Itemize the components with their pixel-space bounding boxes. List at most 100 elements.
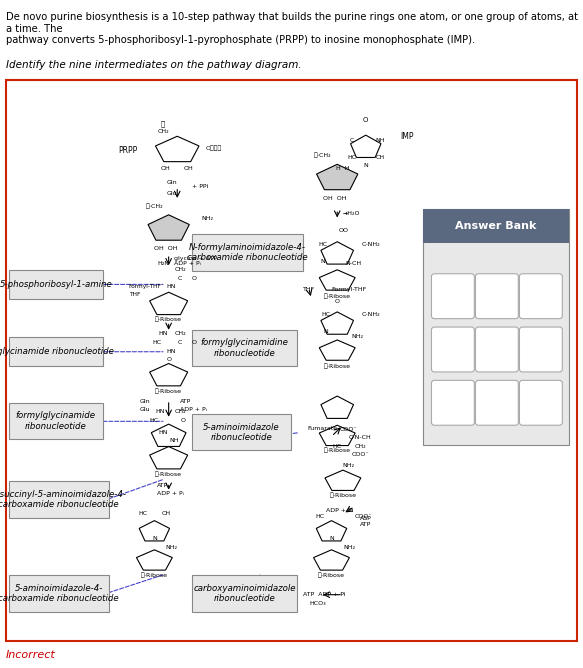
Text: formylglycinamide
ribonucleotide: formylglycinamide ribonucleotide — [16, 411, 96, 431]
Text: Gln: Gln — [166, 180, 177, 185]
FancyBboxPatch shape — [9, 482, 108, 518]
Text: 5-phosphoribosyl-1-amine: 5-phosphoribosyl-1-amine — [0, 280, 112, 289]
Polygon shape — [317, 164, 358, 190]
Text: Ⓟ-Ribose: Ⓟ-Ribose — [324, 448, 351, 453]
FancyBboxPatch shape — [476, 274, 518, 319]
Text: Ⓟ-Ribose: Ⓟ-Ribose — [324, 293, 351, 299]
Text: C: C — [178, 277, 182, 281]
Text: N-succinyl-5-aminoimidazole-4-
carboxamide ribonucleotide: N-succinyl-5-aminoimidazole-4- carboxami… — [0, 490, 127, 509]
Text: HC: HC — [153, 340, 162, 345]
Text: ATP: ATP — [360, 522, 371, 527]
Text: ADP + Pᵢ: ADP + Pᵢ — [157, 492, 184, 496]
FancyBboxPatch shape — [423, 209, 568, 243]
FancyBboxPatch shape — [431, 274, 475, 319]
Text: C: C — [349, 138, 354, 143]
FancyBboxPatch shape — [9, 575, 108, 611]
FancyBboxPatch shape — [191, 330, 297, 366]
Text: Ⓟ: Ⓟ — [161, 120, 165, 127]
FancyBboxPatch shape — [519, 380, 563, 426]
Text: Ⓟ-Ribose: Ⓟ-Ribose — [329, 492, 356, 498]
Text: Ⓟ-Ribose: Ⓟ-Ribose — [155, 471, 182, 477]
Text: ADP + Pᵢ: ADP + Pᵢ — [174, 261, 201, 267]
Text: Incorrect: Incorrect — [6, 650, 55, 659]
Text: Glu: Glu — [166, 191, 177, 196]
FancyBboxPatch shape — [191, 234, 303, 271]
FancyBboxPatch shape — [9, 270, 103, 299]
FancyBboxPatch shape — [476, 327, 518, 372]
Text: CH₂: CH₂ — [157, 130, 168, 134]
Text: glycine + ATP: glycine + ATP — [174, 256, 217, 261]
Text: NH₂: NH₂ — [202, 216, 214, 221]
FancyBboxPatch shape — [431, 327, 475, 372]
Text: IMP: IMP — [400, 132, 413, 141]
Text: HC: HC — [321, 312, 331, 317]
Text: HCO₃: HCO₃ — [309, 601, 325, 606]
Text: Identify the nine intermediates on the pathway diagram.: Identify the nine intermediates on the p… — [6, 60, 301, 70]
FancyBboxPatch shape — [519, 327, 563, 372]
Text: O: O — [191, 340, 196, 345]
Text: Ⓟ-Ribose: Ⓟ-Ribose — [155, 317, 182, 323]
Text: HN: HN — [158, 430, 168, 435]
Text: NH: NH — [375, 138, 385, 143]
Text: HC: HC — [138, 511, 147, 516]
Polygon shape — [148, 215, 189, 240]
Text: O: O — [335, 299, 340, 304]
Text: CH: CH — [161, 511, 170, 516]
Text: N-formylaminoimidazole-4-
carboxamide ribonucleotide: N-formylaminoimidazole-4- carboxamide ri… — [187, 243, 308, 263]
Text: carboxyaminoimidazole
ribonucleotide: carboxyaminoimidazole ribonucleotide — [193, 584, 296, 603]
Text: C-NH₂: C-NH₂ — [361, 242, 380, 246]
Text: 5-aminoimidazole-4-
carboxamide ribonucleotide: 5-aminoimidazole-4- carboxamide ribonucl… — [0, 584, 119, 603]
Text: C: C — [178, 340, 182, 345]
Text: OⓅⓅⓅ: OⓅⓅⓅ — [206, 146, 222, 151]
Text: OO: OO — [339, 228, 349, 232]
Text: De novo purine biosynthesis is a 10-step pathway that builds the purine rings on: De novo purine biosynthesis is a 10-step… — [6, 12, 578, 45]
Text: ATP: ATP — [157, 483, 168, 488]
Text: N: N — [329, 536, 334, 541]
Text: O: O — [191, 277, 196, 281]
Text: OH: OH — [184, 166, 194, 171]
Text: OH  OH: OH OH — [154, 246, 178, 251]
Text: Ⓟ-Ribose: Ⓟ-Ribose — [155, 388, 182, 393]
Text: HC: HC — [333, 444, 342, 449]
Text: Gln: Gln — [140, 399, 151, 403]
Text: Ⓟ-Ribose: Ⓟ-Ribose — [324, 363, 351, 369]
Text: N: N — [152, 536, 157, 541]
Text: ADP + Pi: ADP + Pi — [326, 508, 353, 513]
Text: OH: OH — [161, 166, 171, 171]
Text: O: O — [363, 118, 368, 123]
FancyBboxPatch shape — [6, 80, 577, 641]
Text: C-N-CH: C-N-CH — [349, 436, 371, 440]
Text: ATP: ATP — [180, 399, 191, 403]
FancyBboxPatch shape — [519, 274, 563, 319]
Text: CH₂: CH₂ — [174, 409, 186, 414]
Text: HC: HC — [150, 418, 159, 424]
Text: Ⓟ-CH₂: Ⓟ-CH₂ — [146, 203, 163, 208]
Text: glycinamide ribonucleotide: glycinamide ribonucleotide — [0, 347, 114, 356]
Text: CH₂: CH₂ — [354, 444, 366, 449]
Text: COO⁻: COO⁻ — [354, 514, 372, 519]
Text: HN: HN — [167, 349, 176, 355]
Text: COO⁻: COO⁻ — [340, 427, 357, 432]
Text: HC: HC — [318, 242, 328, 246]
Text: ➔H₂O: ➔H₂O — [343, 211, 360, 216]
Text: PRPP: PRPP — [118, 146, 137, 155]
FancyBboxPatch shape — [9, 337, 103, 366]
Text: N: N — [324, 329, 328, 333]
FancyBboxPatch shape — [476, 380, 518, 426]
Text: Answer Bank: Answer Bank — [455, 221, 536, 231]
FancyBboxPatch shape — [191, 414, 292, 450]
Text: 5-aminoimidazole
ribonucleotide: 5-aminoimidazole ribonucleotide — [203, 423, 280, 442]
Text: ASP: ASP — [360, 516, 372, 520]
Text: NH₂: NH₂ — [166, 544, 178, 550]
Text: H  H: H H — [336, 166, 350, 171]
Text: HN: HN — [167, 284, 176, 289]
Text: Fumarate: Fumarate — [307, 426, 337, 431]
Text: Formyl-THF: Formyl-THF — [332, 287, 367, 291]
Text: CH₂: CH₂ — [174, 331, 186, 337]
Text: COO⁻: COO⁻ — [351, 452, 369, 457]
Text: THF: THF — [303, 287, 315, 291]
Text: NH₂: NH₂ — [343, 544, 355, 550]
Text: Ⓟ-CH₂: Ⓟ-CH₂ — [314, 152, 332, 158]
Text: HC: HC — [347, 155, 356, 160]
Text: ATP  ADP + Pi: ATP ADP + Pi — [303, 593, 345, 597]
